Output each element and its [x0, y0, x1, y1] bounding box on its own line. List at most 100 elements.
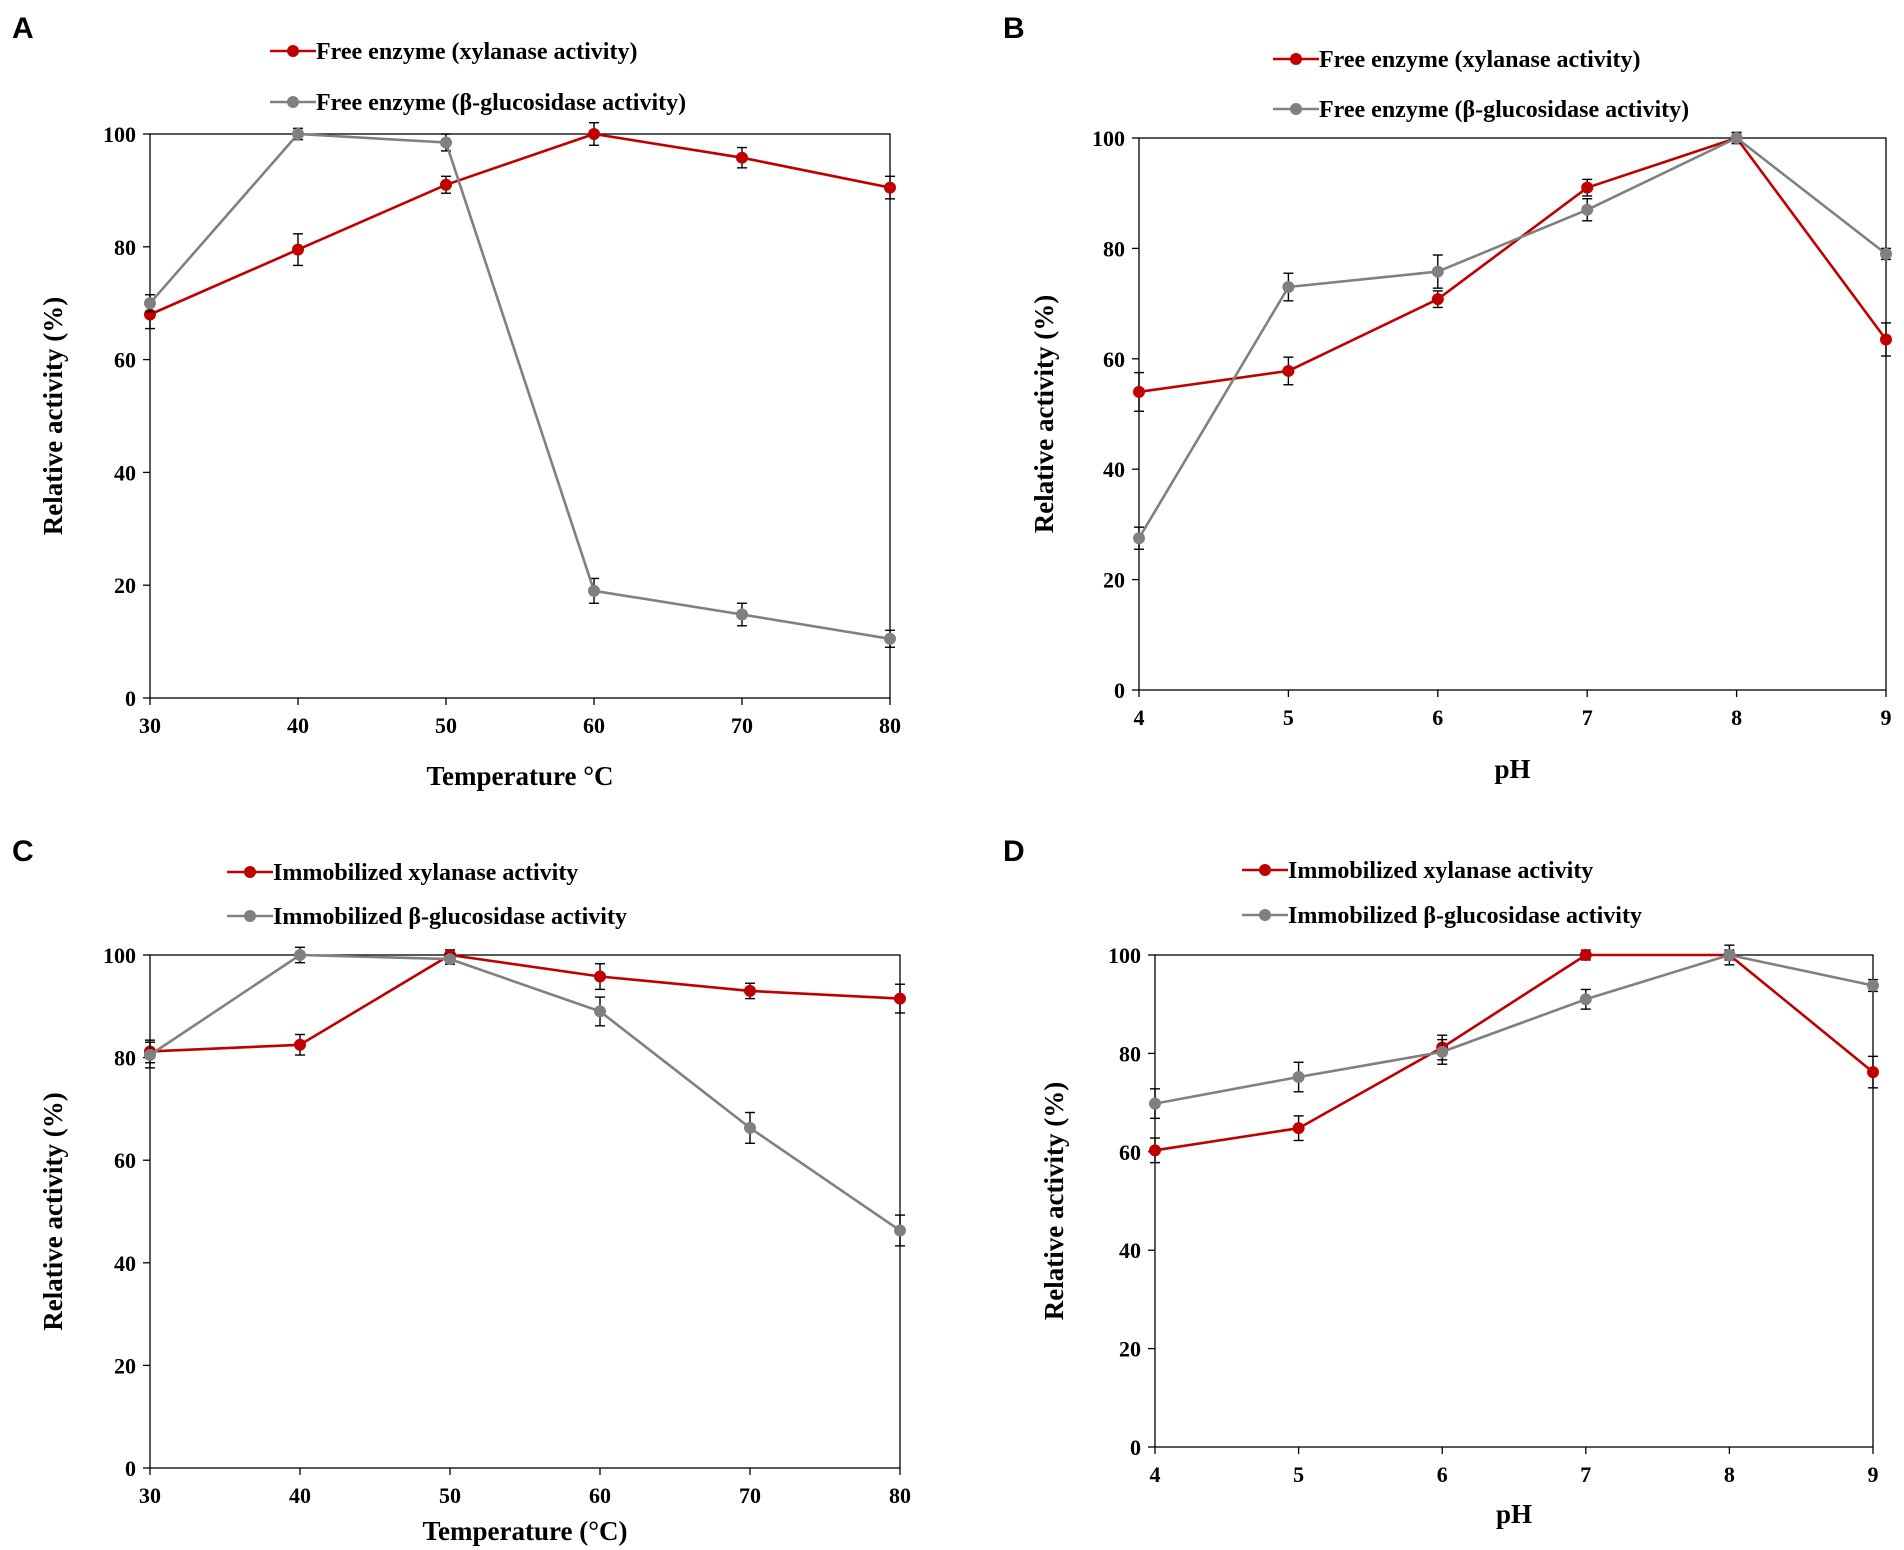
y-tick-label: 20	[114, 573, 136, 598]
x-axis-title: pH	[1496, 1499, 1532, 1529]
plot-area-frame	[149, 133, 891, 699]
y-tick-label: 60	[1119, 1140, 1141, 1165]
y-axis-title: Relative activity (%)	[38, 1092, 68, 1330]
data-point	[588, 584, 600, 597]
data-point	[1133, 532, 1145, 545]
series-line	[149, 953, 901, 1053]
y-tick-label: 0	[1114, 678, 1125, 703]
legend-item-glucosidase: Immobilized β-glucosidase activity	[1242, 903, 1642, 929]
legend-swatch-marker	[287, 96, 299, 108]
data-point	[292, 243, 304, 256]
y-tick-label: 20	[1103, 568, 1125, 593]
x-tick-label: 60	[583, 713, 605, 738]
y-tick-label: 80	[1119, 1041, 1141, 1066]
x-tick-label: 6	[1432, 705, 1443, 730]
legend-swatch-marker	[287, 45, 299, 57]
x-tick-label: 9	[1881, 705, 1892, 730]
y-tick-label: 20	[114, 1353, 136, 1378]
legend-label: Immobilized β-glucosidase activity	[1288, 903, 1642, 929]
x-tick-label: 60	[589, 1483, 611, 1508]
series-glucosidase	[144, 127, 896, 648]
y-tick-label: 80	[114, 235, 136, 260]
series-glucosidase	[1133, 131, 1892, 550]
data-point	[294, 1038, 306, 1051]
legend-item-xylanase: Free enzyme (xylanase activity)	[1273, 47, 1640, 73]
data-point	[1436, 1045, 1449, 1058]
x-tick-label: 30	[139, 1483, 161, 1508]
data-point	[1133, 385, 1145, 398]
data-point	[1149, 1144, 1161, 1157]
x-tick-label: 8	[1731, 705, 1742, 730]
x-axis-title: Temperature °C	[426, 761, 613, 791]
data-point	[292, 128, 304, 140]
x-tick-label: 7	[1580, 1462, 1591, 1487]
data-point	[1730, 132, 1743, 144]
data-point	[744, 1121, 756, 1134]
legend-label: Free enzyme (xylanase activity)	[1319, 47, 1640, 73]
data-point	[1282, 281, 1295, 294]
y-tick-label: 40	[114, 460, 136, 485]
plot-area-frame	[1138, 137, 1887, 691]
y-tick-label: 0	[125, 1456, 136, 1481]
x-tick-label: 40	[289, 1483, 311, 1508]
series-glucosidase	[144, 946, 906, 1247]
y-tick-label: 100	[1108, 943, 1141, 968]
legend-label: Immobilized xylanase activity	[273, 860, 578, 886]
series-line	[149, 953, 901, 1232]
data-point	[884, 632, 896, 645]
x-tick-label: 5	[1283, 705, 1294, 730]
data-point	[1880, 247, 1892, 260]
x-tick-label: 8	[1724, 1462, 1735, 1487]
x-tick-label: 80	[889, 1483, 911, 1508]
data-point	[1282, 364, 1295, 377]
panel-letter-c: C	[12, 835, 34, 868]
x-tick-label: 9	[1868, 1462, 1879, 1487]
chart-panel-a: A 0 20 40 60 80 100 30 40 50 60 70 80 Temperature °C R…	[12, 12, 901, 791]
x-tick-label: 5	[1293, 1462, 1304, 1487]
data-point	[744, 984, 756, 997]
y-tick-label: 60	[114, 1148, 136, 1173]
legend-label: Immobilized xylanase activity	[1288, 858, 1593, 884]
panel-letter-a: A	[12, 12, 34, 45]
y-tick-label: 60	[1103, 347, 1125, 372]
y-tick-label: 0	[1130, 1435, 1141, 1460]
data-point	[736, 608, 748, 621]
data-point	[440, 136, 452, 149]
x-tick-label: 40	[287, 713, 309, 738]
y-tick-label: 40	[114, 1251, 136, 1276]
series-glucosidase	[1149, 944, 1879, 1120]
data-point	[1581, 181, 1594, 194]
legend-item-xylanase: Immobilized xylanase activity	[227, 860, 578, 886]
data-point	[444, 953, 456, 966]
y-tick-label: 0	[125, 686, 136, 711]
legend-swatch-marker	[244, 866, 256, 878]
series-line	[1137, 136, 1887, 539]
legend-swatch-marker	[1290, 103, 1302, 115]
data-point	[1292, 1122, 1305, 1135]
series-line	[1154, 953, 1874, 1152]
legend-label: Free enzyme (β-glucosidase activity)	[1319, 97, 1689, 123]
y-tick-label: 100	[103, 122, 136, 147]
x-tick-label: 4	[1134, 705, 1145, 730]
legend-label: Immobilized β-glucosidase activity	[273, 904, 627, 930]
x-tick-label: 80	[879, 713, 901, 738]
legend-item-xylanase: Free enzyme (xylanase activity)	[270, 39, 637, 65]
y-tick-label: 100	[103, 943, 136, 968]
data-point	[1867, 1066, 1879, 1079]
data-point	[1431, 265, 1444, 278]
x-tick-label: 70	[739, 1483, 761, 1508]
data-point	[1431, 293, 1444, 306]
series-line	[149, 132, 891, 641]
y-tick-label: 20	[1119, 1337, 1141, 1362]
y-axis-title: Relative activity (%)	[1029, 295, 1059, 533]
y-tick-label: 80	[114, 1046, 136, 1071]
legend-item-glucosidase: Free enzyme (β-glucosidase activity)	[270, 90, 686, 116]
y-axis-title: Relative activity (%)	[38, 297, 68, 535]
series-line	[149, 132, 891, 316]
data-point	[894, 992, 906, 1005]
data-point	[1579, 949, 1592, 961]
y-tick-label: 40	[1103, 457, 1125, 482]
series-line	[1138, 136, 1888, 394]
data-point	[1880, 333, 1892, 346]
